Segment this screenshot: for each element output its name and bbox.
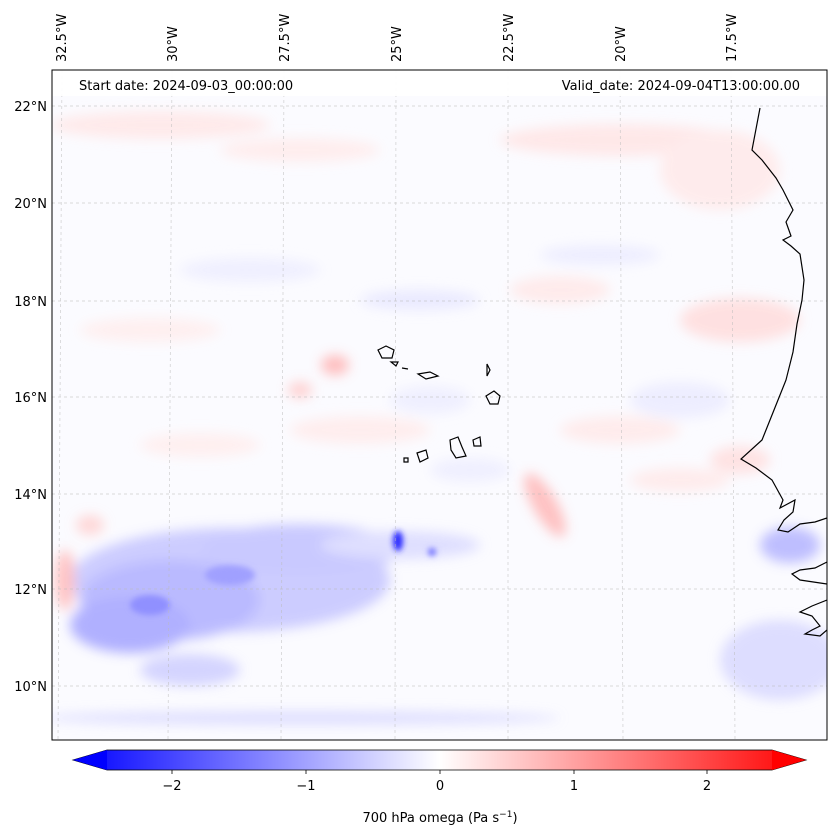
- colorbar-tick-label: 0: [436, 779, 444, 794]
- colorbar-bar: [71, 749, 808, 771]
- lat-label: 10°N: [14, 680, 47, 695]
- african-coastline: [739, 107, 827, 637]
- colorbar: −2 −1 0 1 2 700 hPa omega (Pa s−1): [71, 749, 808, 826]
- lon-label: 25°W: [390, 26, 405, 62]
- lon-label: 32.5°W: [55, 14, 70, 62]
- omega-field: [52, 70, 827, 740]
- colorbar-tick-label: −2: [162, 779, 181, 794]
- lon-label: 30°W: [166, 26, 181, 62]
- cape-verde-islands: [377, 345, 501, 463]
- colorbar-tick-label: 1: [570, 779, 578, 794]
- lat-label: 18°N: [14, 295, 47, 310]
- colorbar-extend-low: [73, 750, 107, 770]
- colorbar-ticks: [171, 770, 708, 774]
- lat-label: 20°N: [14, 197, 47, 212]
- lon-label: 22.5°W: [502, 14, 517, 62]
- lat-label: 22°N: [14, 100, 47, 115]
- lon-label: 17.5°W: [725, 14, 740, 62]
- colorbar-tick-label: −1: [296, 779, 315, 794]
- lat-label: 14°N: [14, 488, 47, 503]
- colorbar-label-sup: −1: [499, 810, 512, 820]
- colorbar-tick-label: 2: [703, 779, 711, 794]
- valid-date-label: Valid_date: 2024-09-04T13:00:00.00: [562, 79, 800, 94]
- colorbar-extend-high: [772, 750, 806, 770]
- longitude-labels: 32.5°W 30°W 27.5°W 25°W 22.5°W 20°W 17.5…: [55, 14, 740, 62]
- colorbar-label-end: ): [512, 811, 517, 826]
- colorbar-label: 700 hPa omega (Pa s−1): [362, 810, 517, 826]
- graticule: [52, 70, 827, 740]
- lat-label: 16°N: [14, 391, 47, 406]
- lon-label: 20°W: [614, 26, 629, 62]
- colorbar-label-main: 700 hPa omega (Pa s: [362, 811, 499, 826]
- map-frame: [51, 69, 828, 741]
- start-date-label: Start date: 2024-09-03_00:00:00: [79, 79, 293, 94]
- latitude-labels: 22°N 20°N 18°N 16°N 14°N 12°N 10°N: [14, 100, 47, 695]
- lon-label: 27.5°W: [278, 14, 293, 62]
- lat-label: 12°N: [14, 583, 47, 598]
